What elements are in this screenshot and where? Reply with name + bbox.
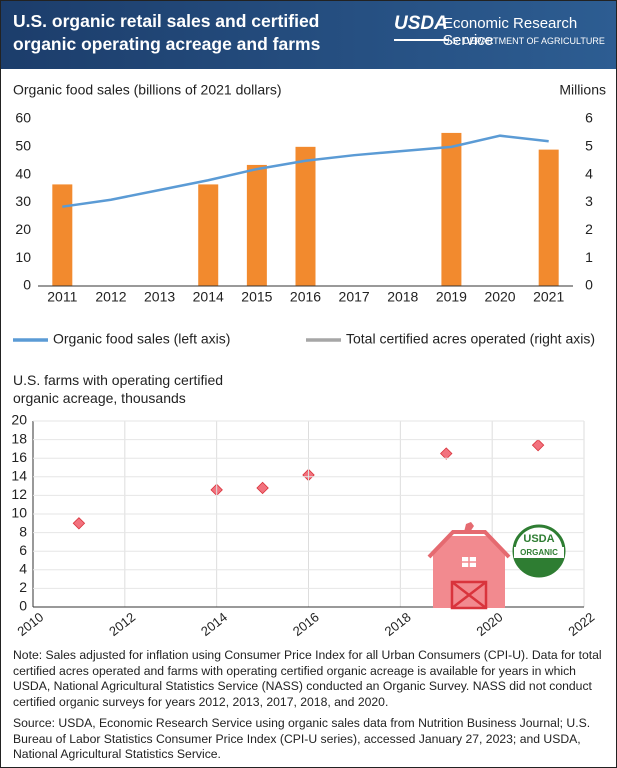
y-tick-label: 12 (11, 486, 27, 502)
agency: Economic Research Service (443, 15, 578, 49)
x-tick-label: 2014 (198, 609, 230, 639)
x-tick-label: 2015 (241, 289, 272, 305)
header-title: U.S. organic retail sales and certified … (13, 11, 321, 54)
x-tick-label: 2014 (193, 289, 224, 305)
x-tick-label: 2012 (95, 289, 126, 305)
legend-label: Total certified acres operated (right ax… (346, 331, 595, 347)
point (72, 517, 86, 530)
y2-title: Millions (559, 82, 606, 98)
y-tick-label: 20 (11, 412, 27, 428)
x-tick-label: 2013 (144, 289, 175, 305)
organic-seal: USDA ORGANIC (512, 524, 566, 578)
y2-tick-label: 4 (585, 165, 593, 181)
y2-tick-label: 0 (585, 277, 593, 293)
x-tick-label: 2020 (484, 289, 515, 305)
x-tick-label: 2011 (47, 289, 77, 305)
bar (295, 146, 316, 286)
point (531, 438, 545, 452)
y-tick-label: 6 (19, 542, 27, 558)
bar (441, 132, 462, 286)
y-tick-label: 0 (19, 598, 27, 614)
y-tick-label: 0 (23, 277, 31, 293)
y-tick-label: 30 (15, 193, 31, 209)
y2-tick-label: 3 (585, 193, 593, 209)
y2-tick-label: 1 (585, 249, 593, 265)
chart-title: Organic food sales (billions of 2021 dol… (13, 82, 281, 98)
y-tick-label: 40 (15, 165, 31, 181)
y2-tick-label: 6 (585, 110, 593, 126)
point (256, 481, 269, 495)
note: Note: Sales adjusted for inflation using… (13, 648, 602, 709)
department: U.S. DEPARTMENT OF AGRICULTURE (443, 36, 605, 46)
y-tick-label: 8 (19, 523, 27, 539)
legend-label: Organic food sales (left axis) (53, 331, 230, 347)
y-tick-label: 20 (15, 221, 31, 237)
x-tick-label: 2012 (106, 609, 138, 639)
y-tick-label: 4 (19, 561, 27, 577)
chart-title: U.S. farms with operating certified organ… (13, 372, 223, 406)
bar (538, 149, 559, 286)
y-tick-label: 50 (15, 138, 31, 154)
x-tick-label: 2019 (436, 289, 467, 305)
seal-bottom: ORGANIC (520, 548, 558, 557)
logo: USDA (394, 13, 448, 41)
bar (52, 184, 73, 286)
y-tick-label: 60 (15, 110, 31, 126)
x-tick-label: 2016 (290, 609, 322, 639)
point (440, 447, 453, 460)
y2-tick-label: 2 (585, 221, 593, 237)
x-tick-label: 2016 (290, 289, 321, 305)
x-tick-label: 2022 (565, 609, 597, 639)
x-tick-label: 2018 (387, 289, 418, 305)
seal-top: USDA (523, 533, 554, 545)
y-tick-label: 10 (15, 249, 31, 265)
y-tick-label: 18 (11, 430, 27, 446)
x-tick-label: 2010 (14, 609, 46, 639)
x-tick-label: 2021 (533, 289, 564, 305)
y-tick-label: 10 (11, 505, 27, 521)
y-tick-label: 14 (11, 468, 27, 484)
y-tick-label: 2 (19, 579, 27, 595)
bar (246, 164, 267, 286)
x-tick-label: 2018 (382, 609, 414, 639)
bar (198, 184, 219, 286)
y-tick-label: 16 (11, 449, 27, 465)
x-tick-label: 2017 (339, 289, 370, 305)
line (62, 134, 549, 208)
source: Source: USDA, Economic Research Service … (13, 716, 591, 761)
barn-icon (427, 522, 511, 610)
header: U.S. organic retail sales and certified … (1, 1, 616, 69)
x-tick-label: 2020 (473, 609, 505, 639)
y2-tick-label: 5 (585, 138, 593, 154)
